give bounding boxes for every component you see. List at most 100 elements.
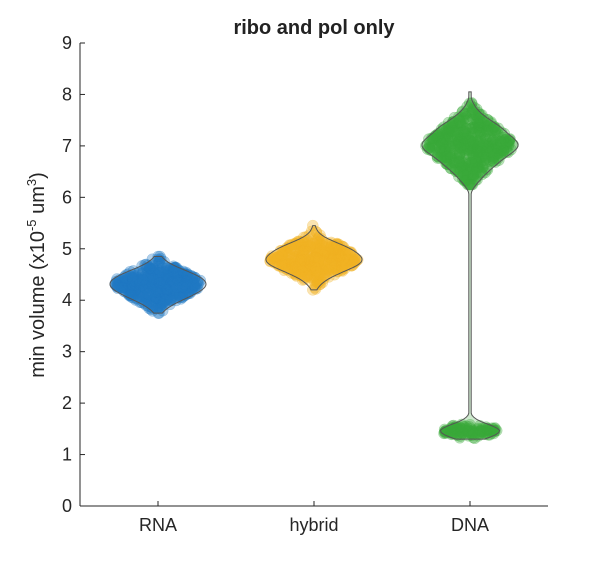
data-point	[147, 273, 159, 286]
data-point	[175, 272, 187, 284]
data-point	[427, 133, 440, 145]
data-point	[117, 281, 130, 294]
data-point	[339, 252, 352, 264]
data-point	[302, 239, 314, 251]
data-point	[431, 146, 444, 159]
data-point	[443, 140, 456, 152]
data-point	[468, 122, 480, 134]
data-point	[157, 275, 169, 287]
data-point	[132, 267, 145, 279]
data-point	[321, 263, 333, 275]
data-point	[300, 245, 313, 258]
data-point	[500, 133, 512, 146]
data-point	[481, 144, 494, 157]
data-point	[297, 254, 309, 267]
data-point	[158, 266, 171, 278]
data-point	[451, 130, 464, 142]
data-point	[133, 286, 145, 299]
data-point	[282, 259, 295, 271]
data-point	[169, 283, 182, 295]
data-point	[467, 426, 479, 438]
data-point	[168, 289, 180, 301]
data-point	[304, 240, 316, 252]
data-point	[303, 257, 315, 269]
data-point	[302, 268, 315, 281]
data-point	[147, 286, 160, 299]
data-point	[116, 282, 128, 294]
data-point	[149, 290, 162, 303]
data-point	[426, 132, 438, 144]
data-point	[124, 281, 137, 293]
data-point	[479, 166, 491, 179]
data-point	[171, 268, 183, 280]
data-point	[463, 147, 476, 159]
data-point	[458, 142, 470, 155]
data-point	[460, 420, 473, 433]
data-point	[172, 286, 185, 299]
data-point	[141, 266, 154, 278]
data-point	[112, 280, 124, 292]
data-point	[301, 259, 313, 272]
data-point	[133, 281, 146, 294]
data-point	[129, 285, 142, 297]
data-point	[465, 138, 477, 151]
data-point	[473, 121, 486, 134]
data-point	[153, 280, 165, 292]
data-point	[165, 286, 177, 298]
data-point	[473, 423, 486, 435]
data-point	[180, 275, 193, 288]
data-point	[144, 272, 157, 285]
data-point	[145, 262, 157, 274]
data-point	[113, 276, 125, 288]
data-point	[450, 423, 462, 435]
data-point	[453, 156, 465, 169]
y-axis-label-end: )	[27, 172, 49, 179]
data-point	[290, 237, 302, 250]
data-point	[297, 244, 310, 257]
data-point	[281, 248, 294, 260]
data-point	[275, 249, 288, 262]
data-point	[157, 265, 169, 277]
data-point	[314, 278, 326, 291]
data-point	[474, 125, 487, 137]
data-point	[147, 295, 159, 308]
data-point	[475, 425, 487, 438]
data-point	[173, 274, 186, 286]
data-point	[336, 254, 349, 267]
data-point	[446, 427, 459, 439]
data-point	[479, 119, 491, 132]
data-point	[323, 243, 336, 256]
data-point	[141, 278, 153, 290]
data-point	[345, 256, 358, 268]
data-point	[468, 428, 480, 440]
data-point	[160, 265, 173, 277]
data-point	[166, 274, 178, 287]
data-point	[489, 124, 501, 136]
data-point	[153, 257, 165, 269]
data-point	[458, 168, 470, 181]
data-point	[329, 243, 341, 256]
data-point	[485, 140, 497, 152]
data-point	[466, 156, 479, 168]
data-point	[145, 268, 157, 281]
data-point	[285, 253, 298, 265]
data-point	[316, 236, 329, 248]
data-point	[154, 266, 167, 279]
data-point	[298, 264, 311, 277]
data-point	[466, 429, 478, 442]
data-point	[462, 430, 475, 442]
data-point	[326, 242, 339, 254]
data-point	[155, 292, 168, 305]
data-point	[471, 141, 483, 153]
data-point	[445, 152, 457, 165]
data-point	[123, 281, 135, 293]
data-point	[461, 122, 473, 135]
data-point	[436, 138, 448, 151]
data-point	[310, 226, 322, 238]
data-point	[146, 266, 159, 279]
data-point	[162, 266, 175, 279]
data-point	[287, 243, 300, 256]
data-point	[453, 114, 466, 127]
data-point	[298, 243, 310, 256]
data-point	[487, 138, 500, 150]
